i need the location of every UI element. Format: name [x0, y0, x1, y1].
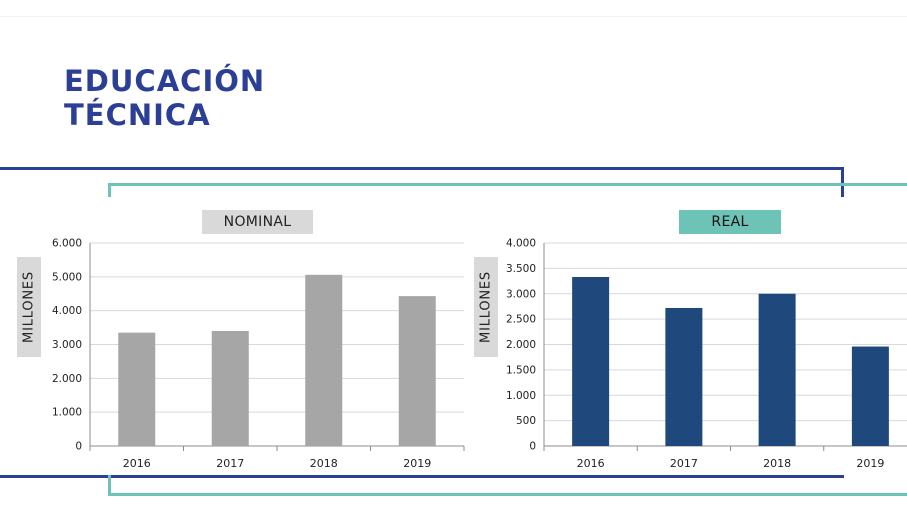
bar-chart-nominal: 0 1.000 2.000 3.000 4.000 5.000 6.000 2016 2017 2…: [52, 238, 465, 470]
top-strip: · · · ·: [0, 0, 907, 17]
x-tick-label: 2019: [856, 457, 884, 470]
chart-title-real: REAL: [679, 210, 781, 234]
x-tick-label: 2017: [216, 457, 244, 470]
y-tick-label: 1.000: [52, 407, 82, 419]
bar-2016: [118, 332, 156, 446]
x-tick-label: 2017: [670, 457, 698, 470]
bar-2018: [758, 293, 796, 446]
y-tick-label: 1.500: [506, 364, 536, 376]
page-title-line1: EDUCACIÓN: [64, 64, 266, 98]
x-tick-label: 2019: [403, 457, 431, 470]
bar-2019: [398, 296, 436, 446]
bar-2018: [305, 274, 343, 446]
y-tick-label: 2.500: [506, 314, 536, 326]
y-axis-label-box-real: MILLONES: [474, 257, 498, 357]
chart-panel-real: REAL MILLONES 0 500 1.000 1.500 2.000 2.500 3.…: [472, 197, 907, 475]
y-tick-label: 3.000: [52, 339, 82, 351]
bar-2017: [211, 330, 249, 446]
y-tick-label: 3.000: [506, 288, 536, 300]
bar-chart-real: 0 500 1.000 1.500 2.000 2.500 3.000 3.500 4.000 2…: [506, 238, 907, 470]
y-tick-label: 0: [529, 441, 536, 453]
y-tick-label: 1.000: [506, 390, 536, 402]
bar-2019: [851, 346, 889, 446]
chart-title-nominal: NOMINAL: [202, 210, 313, 234]
y-tick-label: 4.000: [506, 238, 536, 250]
y-tick-label: 2.000: [52, 373, 82, 385]
y-tick-label: 3.500: [506, 263, 536, 275]
y-tick-label: 500: [516, 415, 536, 427]
y-tick-label: 2.000: [506, 339, 536, 351]
page-title-line2: TÉCNICA: [64, 98, 211, 132]
x-tick-label: 2016: [123, 457, 151, 470]
y-axis-label-box-nominal: MILLONES: [17, 257, 41, 357]
y-tick-label: 6.000: [52, 238, 82, 250]
chart-panel-nominal: NOMINAL MILLONES 0 1.000 2.000 3.000 4.000 5.…: [14, 197, 474, 475]
y-tick-label: 5.000: [52, 271, 82, 283]
top-fragment: · · · ·: [0, 0, 64, 5]
page-title: EDUCACIÓN TÉCNICA: [64, 64, 265, 132]
x-tick-label: 2018: [763, 457, 791, 470]
bar-2017: [665, 307, 703, 446]
y-tick-label: 4.000: [52, 305, 82, 317]
x-tick-label: 2016: [577, 457, 605, 470]
bar-2016: [572, 277, 610, 446]
y-tick-label: 0: [75, 441, 82, 453]
x-tick-label: 2018: [310, 457, 338, 470]
